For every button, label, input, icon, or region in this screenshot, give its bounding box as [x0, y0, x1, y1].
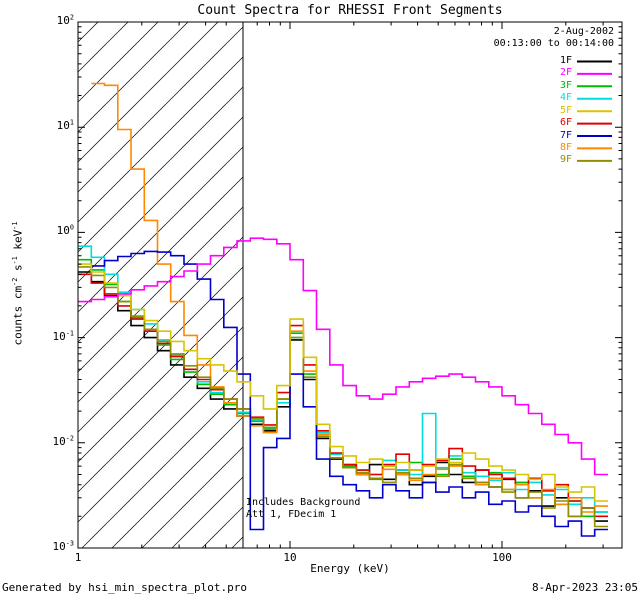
observation-time-range: 00:13:00 to 00:14:00	[493, 38, 614, 49]
series-5F	[78, 263, 608, 502]
y-tick-10e-1: 10-1	[52, 328, 74, 343]
axis-ticks	[77, 21, 622, 549]
y-tick-10e-3: 10-3	[52, 539, 74, 553]
legend-label-2F: 2F	[559, 67, 572, 79]
legend-label-4F: 4F	[559, 92, 572, 104]
render-timestamp: 8-Apr-2023 23:05	[532, 581, 638, 594]
plot-border	[77, 21, 623, 549]
x-tick-1: 1	[74, 551, 82, 564]
y-tick-10e1: 101	[56, 118, 74, 133]
x-tick-10: 10	[283, 551, 297, 564]
y-tick-10e-2: 10-2	[52, 434, 74, 448]
legend-label-5F: 5F	[559, 104, 572, 116]
annotation-includes-background: Includes Background	[246, 497, 361, 508]
legend-label-9F: 9F	[559, 154, 572, 166]
generator-credit: Generated by hsi_min_spectra_plot.pro	[2, 581, 248, 594]
observation-date: 2-Aug-2002	[553, 26, 614, 37]
attenuated-region-hatch	[78, 22, 243, 548]
legend-label-7F: 7F	[559, 129, 572, 141]
y-tick-10e0: 100	[56, 223, 74, 238]
x-axis-label: Energy (keV)	[310, 562, 390, 575]
y-tick-10e2: 102	[56, 13, 74, 27]
spectra-curves	[78, 82, 608, 537]
series-9F	[78, 266, 608, 528]
legend-label-3F: 3F	[559, 79, 572, 91]
y-axis-label: counts cm-2 s-1 keV-1	[10, 221, 25, 346]
series-2F	[78, 237, 608, 476]
x-tick-100: 100	[492, 551, 512, 564]
chart-title: Count Spectra for RHESSI Front Segments	[197, 3, 503, 18]
legend-label-6F: 6F	[559, 117, 572, 129]
legend-label-8F: 8F	[559, 141, 572, 153]
annotation-attenuator-state: Att 1, FDecim 1	[246, 509, 337, 520]
series-7F	[91, 250, 608, 537]
legend-label-1F: 1F	[559, 55, 572, 66]
